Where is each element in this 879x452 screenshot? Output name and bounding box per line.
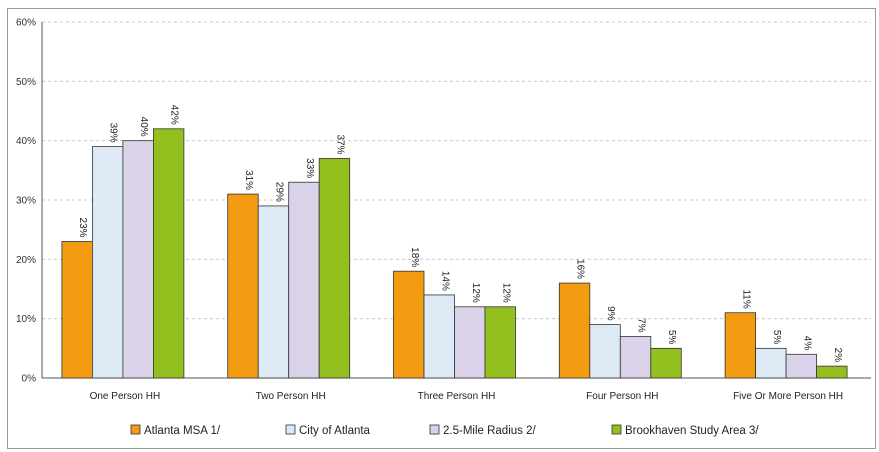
data-label: 4% [801,336,812,351]
category-label: Two Person HH [256,391,326,402]
legend-label: Atlanta MSA 1/ [144,425,221,437]
bar [288,181,320,379]
data-label: 39% [108,123,119,143]
legend-label: City of Atlanta [299,425,371,437]
bar [393,270,425,379]
data-label: 12% [470,283,481,303]
data-label: 18% [409,247,420,267]
bar [484,306,516,379]
data-label: 40% [138,117,149,137]
data-label: 5% [666,330,677,345]
bar [816,365,848,379]
category-label: Three Person HH [418,391,496,402]
bar [724,312,756,379]
legend-label: 2.5-Mile Radius 2/ [443,425,536,437]
legend-swatch [130,424,141,435]
data-label: 7% [636,318,647,333]
bar [318,158,351,379]
data-label: 37% [334,134,345,154]
data-label: 23% [77,218,88,238]
data-label: 33% [304,158,315,178]
category-label: Four Person HH [586,391,658,402]
bar [61,241,93,379]
bar [122,140,154,379]
data-label: 14% [439,271,450,291]
y-tick-label: 30% [16,196,36,207]
y-tick-label: 50% [16,77,36,88]
legend-swatch [429,424,440,435]
bar [454,306,486,379]
bar [227,193,259,379]
data-label: 12% [500,283,511,303]
data-label: 9% [605,306,616,321]
data-label: 2% [832,348,843,363]
y-tick-label: 20% [16,255,36,266]
data-label: 29% [273,182,284,202]
data-label: 11% [740,289,751,308]
data-label: 5% [771,330,782,345]
data-label: 16% [575,259,586,279]
bar [785,353,817,379]
category-label: Five Or More Person HH [733,391,843,402]
legend-label: Brookhaven Study Area 3/ [625,425,759,437]
y-tick-label: 0% [22,374,37,385]
bar [257,205,290,379]
bar [619,336,652,379]
y-tick-label: 40% [16,136,36,147]
legend-swatch [285,424,296,435]
bar [423,294,455,379]
data-label: 42% [169,105,180,125]
data-label: 31% [243,170,254,190]
bar [152,128,185,379]
category-label: One Person HH [90,391,161,402]
y-tick-label: 10% [16,314,36,325]
legend-swatch [611,424,622,435]
bar [589,324,621,379]
bar [650,347,682,379]
bar [92,146,124,379]
bar [558,282,591,379]
y-tick-label: 60% [16,18,36,29]
bar [755,347,787,379]
